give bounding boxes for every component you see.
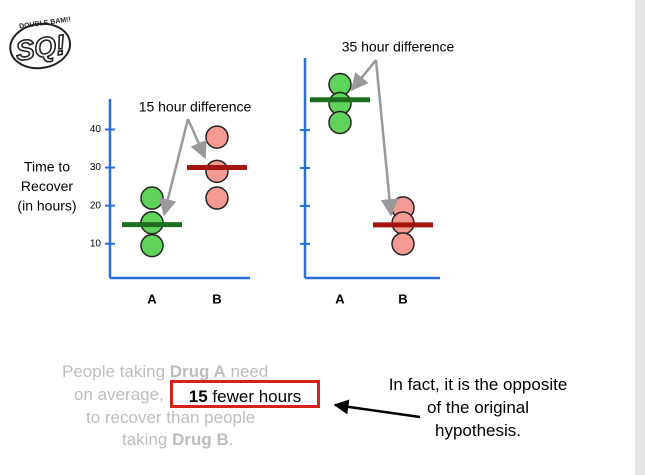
text: on average, (74, 385, 164, 404)
note-line: of the original (426, 398, 530, 417)
conclusion-line: to recover than people (86, 408, 255, 428)
note-line: In fact, it is the opposite (388, 375, 568, 394)
annotation-arrow (159, 118, 190, 217)
x-tick-label: B (212, 291, 221, 306)
y-axis-label: (in hours) (17, 198, 76, 214)
y-tick-label: 40 (90, 124, 102, 135)
conclusion-line: People taking Drug A need (62, 362, 268, 382)
text: . (228, 430, 234, 449)
text: People taking (62, 362, 170, 381)
y-tick-label: 30 (90, 162, 102, 173)
highlight-number: 15 (188, 387, 208, 406)
text: to recover than people (86, 408, 256, 427)
data-point (140, 233, 164, 258)
y-axis-label: Time to (24, 159, 70, 175)
y-tick-label: 20 (90, 200, 102, 211)
text: Drug B (172, 430, 229, 449)
y-tick-label: 10 (90, 238, 102, 249)
annotation-arrow (186, 118, 207, 160)
x-tick-label: A (335, 291, 345, 306)
data-point (140, 186, 164, 210)
note-arrow (333, 399, 421, 419)
text: need (225, 362, 269, 381)
x-tick-label: A (147, 291, 157, 306)
logo: DOUBLE BAM!! SQ! (9, 16, 72, 70)
text: taking (122, 430, 173, 449)
x-tick-label: B (398, 291, 407, 306)
conclusion-line: taking Drug B. (122, 430, 234, 450)
highlight-text: fewer hours (207, 387, 302, 406)
conclusion-line: on average, (74, 385, 164, 405)
text: Drug A (169, 362, 226, 381)
data-point (205, 186, 229, 210)
annotation: 35 hour difference (342, 39, 455, 55)
data-point (205, 159, 229, 184)
data-point (391, 232, 415, 256)
annotation-arrow (374, 59, 399, 217)
note-line: hypothesis. (435, 421, 521, 440)
data-point (328, 110, 352, 135)
annotation-arrow (350, 59, 377, 92)
highlight-box: 15 fewer hours (170, 380, 320, 408)
logo-badge (9, 22, 72, 70)
y-axis-label: Recover (21, 178, 73, 194)
data-point (205, 125, 229, 149)
annotation: 15 hour difference (139, 99, 252, 115)
